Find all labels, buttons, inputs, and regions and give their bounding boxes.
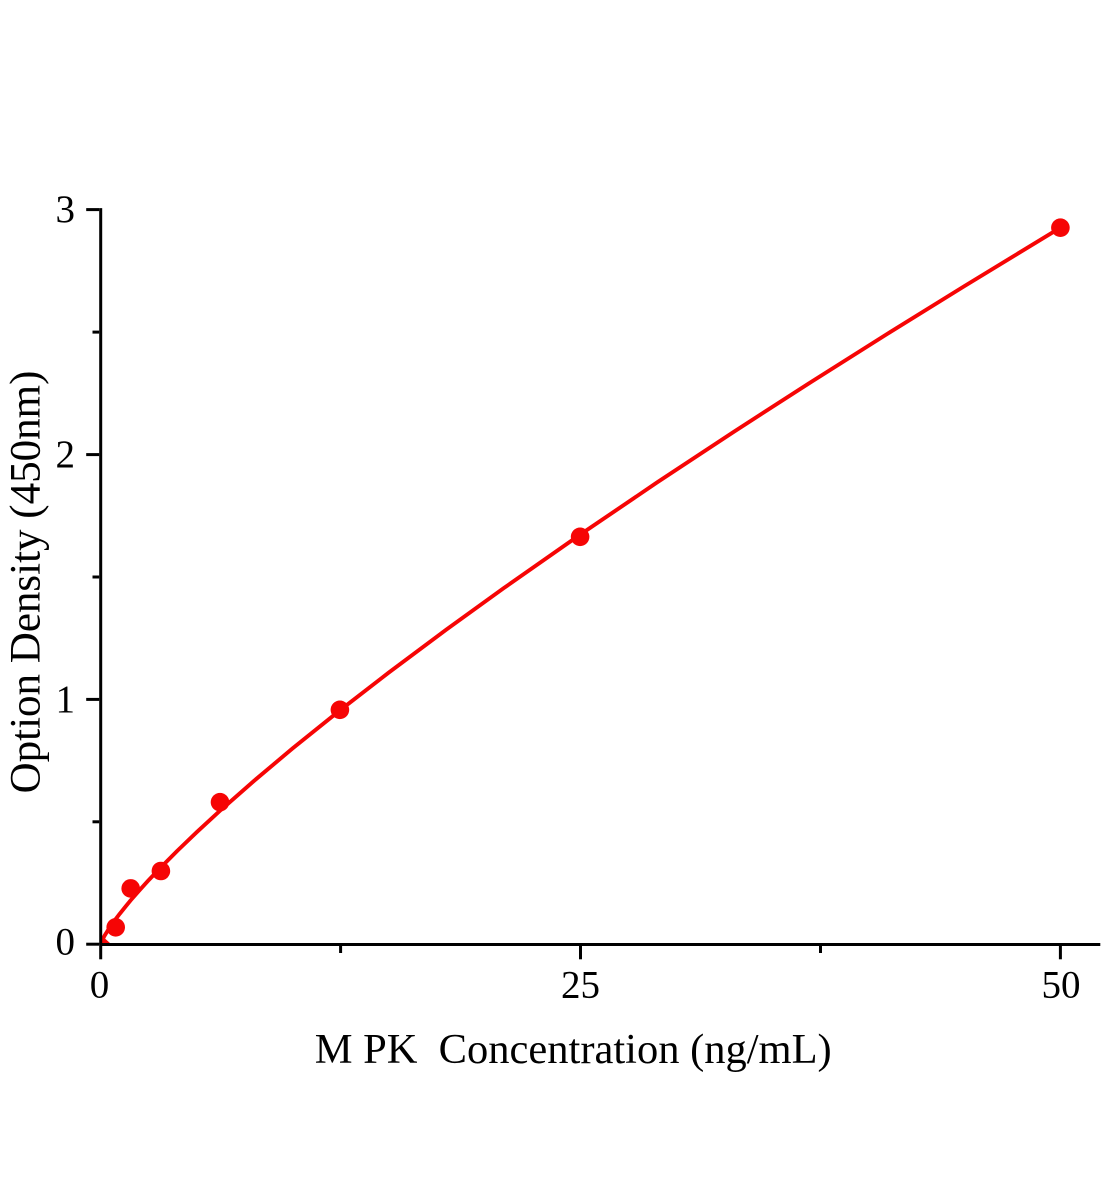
svg-text:0: 0 <box>90 964 110 1007</box>
svg-text:M PK Concentration (ng/mL): M PK Concentration (ng/mL) <box>315 1026 832 1073</box>
svg-text:0: 0 <box>56 921 76 964</box>
svg-text:2: 2 <box>56 433 76 476</box>
svg-text:25: 25 <box>561 964 600 1007</box>
svg-text:3: 3 <box>56 188 76 231</box>
svg-text:50: 50 <box>1042 964 1081 1007</box>
svg-text:1: 1 <box>56 678 76 721</box>
svg-text:Option Density (450nm): Option Density (450nm) <box>2 371 49 794</box>
